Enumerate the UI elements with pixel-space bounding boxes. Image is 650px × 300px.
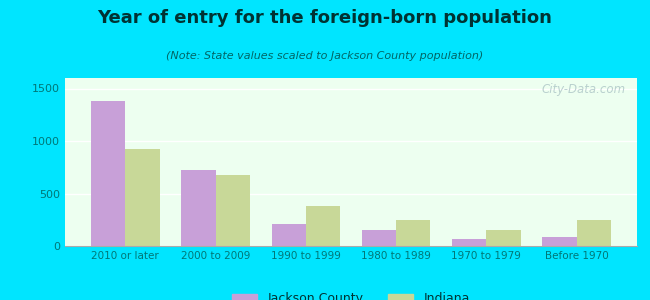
Bar <box>125 149 160 246</box>
Bar <box>542 237 577 246</box>
Bar <box>486 230 521 246</box>
Bar <box>577 220 611 246</box>
Bar <box>91 101 125 246</box>
Bar <box>272 224 306 246</box>
Bar <box>362 230 396 246</box>
Bar <box>306 206 340 246</box>
Text: City-Data.com: City-Data.com <box>541 83 625 96</box>
Legend: Jackson County, Indiana: Jackson County, Indiana <box>227 287 474 300</box>
Bar <box>452 239 486 246</box>
Text: Year of entry for the foreign-born population: Year of entry for the foreign-born popul… <box>98 9 552 27</box>
Bar <box>216 175 250 246</box>
Bar <box>396 220 430 246</box>
Bar <box>181 170 216 246</box>
Text: (Note: State values scaled to Jackson County population): (Note: State values scaled to Jackson Co… <box>166 51 484 61</box>
